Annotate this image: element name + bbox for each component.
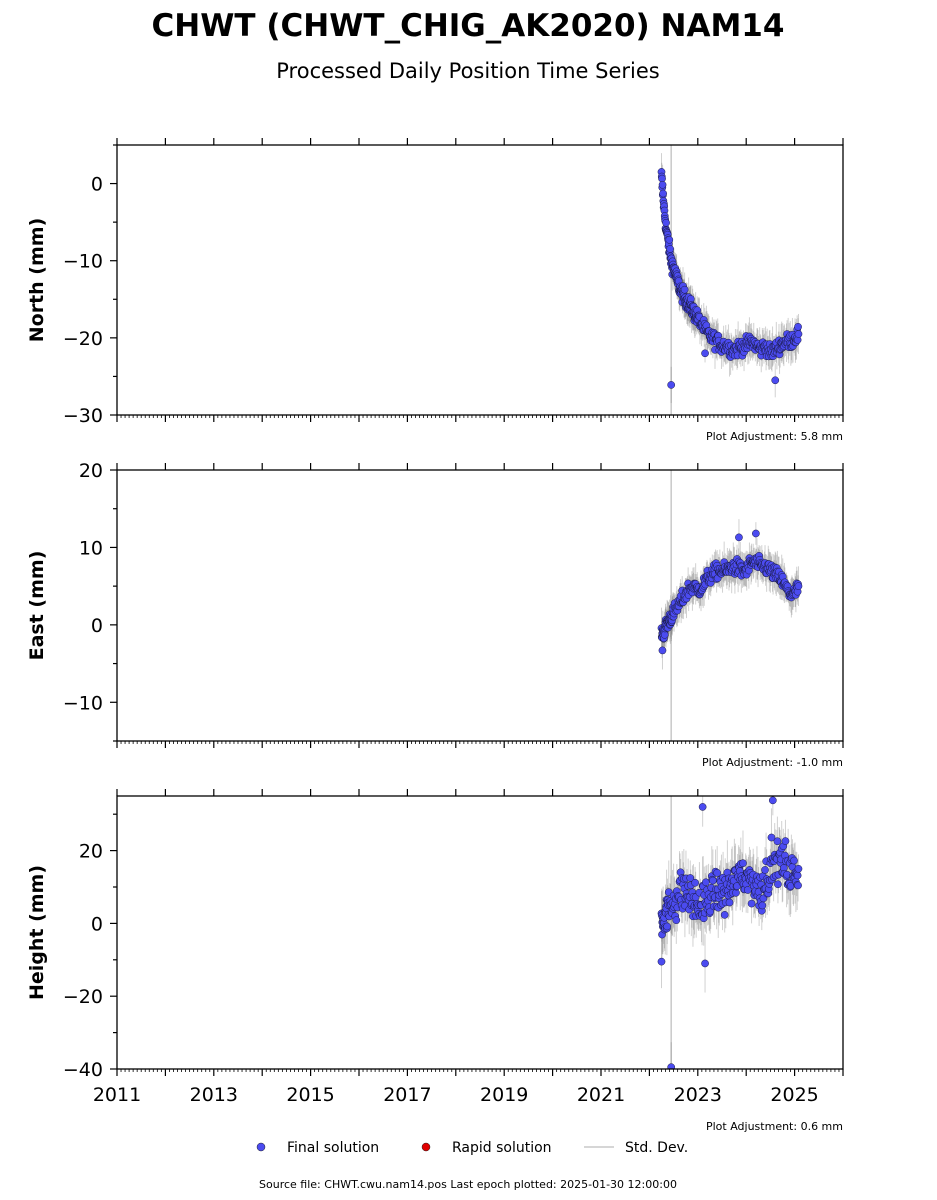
height-x-tick-label: 2011 xyxy=(93,1084,141,1106)
height-data-point xyxy=(691,878,699,887)
east-plot-adjustment: Plot Adjustment: -1.0 mm xyxy=(702,756,843,769)
north-data-point xyxy=(666,245,674,253)
rapid-solution-marker xyxy=(421,1142,431,1152)
east-y-tick-label: 10 xyxy=(79,537,103,559)
height-plot-adjustment: Plot Adjustment: 0.6 mm xyxy=(706,1120,843,1133)
height-data-point xyxy=(725,898,734,907)
height-x-tick-label: 2015 xyxy=(286,1084,334,1106)
height-y-tick-label: −40 xyxy=(63,1059,103,1081)
source-footer: Source file: CHWT.cwu.nam14.pos Last epo… xyxy=(259,1178,677,1191)
height-data-point xyxy=(713,869,722,877)
east-data-point xyxy=(658,646,667,655)
north-frame xyxy=(116,144,844,416)
north-data-point xyxy=(771,376,780,385)
north-data-point xyxy=(659,189,667,198)
height-x-tick-label: 2017 xyxy=(383,1084,431,1106)
height-data-point xyxy=(781,837,790,845)
east-data-point xyxy=(752,529,760,538)
east-y-tick-label: 20 xyxy=(79,460,103,482)
height-data-point xyxy=(739,859,747,868)
north-y-tick-label: −30 xyxy=(63,405,103,427)
height-data-point xyxy=(709,876,717,885)
east-plot-area xyxy=(657,470,803,741)
height-y-tick-label: −20 xyxy=(63,986,103,1008)
legend: Final solution Rapid solution Std. Dev. xyxy=(256,1140,688,1156)
figure-title: CHWT (CHWT_CHIG_AK2020) NAM14 xyxy=(152,8,785,44)
height-data-point xyxy=(701,959,709,968)
height-data-point xyxy=(767,833,776,842)
north-error-bars xyxy=(661,153,799,404)
north-data-point xyxy=(794,322,802,331)
height-data-point xyxy=(793,871,802,880)
north-y-tick-label: −20 xyxy=(63,328,103,350)
height-data-point xyxy=(720,911,729,919)
north-points xyxy=(657,168,803,389)
east-data-point xyxy=(735,533,743,542)
north-y-axis-label: North (mm) xyxy=(26,218,48,343)
height-data-point xyxy=(774,880,782,889)
height-data-point xyxy=(768,796,777,805)
north-data-point xyxy=(701,349,709,358)
height-data-point xyxy=(747,899,756,908)
figure-subtitle: Processed Daily Position Time Series xyxy=(276,59,660,83)
height-x-tick-label: 2019 xyxy=(480,1084,528,1106)
height-data-point xyxy=(758,901,767,910)
height-data-point xyxy=(743,886,752,894)
height-error-bars xyxy=(661,796,799,1069)
final-solution-marker xyxy=(256,1142,266,1152)
east-y-axis-label: East (mm) xyxy=(26,551,48,661)
north-data-point xyxy=(658,180,667,189)
east-data-point xyxy=(794,582,803,590)
height-y-axis-label: Height (mm) xyxy=(26,865,48,1000)
height-data-point xyxy=(794,864,803,873)
height-data-point xyxy=(761,866,769,874)
height-data-point xyxy=(698,803,707,811)
height-panel: 2011 2013 2015 2017 2019 2021 2023 2025 20 0 −20 −4… xyxy=(26,789,844,1133)
north-plot-adjustment: Plot Adjustment: 5.8 mm xyxy=(706,430,843,443)
north-data-point xyxy=(794,330,803,338)
height-data-point xyxy=(794,881,802,890)
height-y-tick-label: 0 xyxy=(91,913,103,935)
north-data-point xyxy=(680,285,689,294)
height-plot-area xyxy=(657,796,803,1069)
height-data-point xyxy=(667,1063,676,1069)
east-y-tick-label: −10 xyxy=(63,692,103,714)
east-y-tick-label: 0 xyxy=(91,615,103,637)
north-y-tick-label: −10 xyxy=(63,251,103,273)
std-dev-label: Std. Dev. xyxy=(625,1140,688,1156)
final-solution-label: Final solution xyxy=(287,1140,379,1156)
height-data-point xyxy=(790,856,798,865)
height-x-tick-label: 2023 xyxy=(674,1084,722,1106)
height-x-tick-label: 2025 xyxy=(770,1084,818,1106)
height-y-tick-label: 20 xyxy=(79,841,103,863)
height-frame xyxy=(116,795,844,1070)
height-x-tick-label: 2021 xyxy=(577,1084,625,1106)
height-x-tick-label: 2013 xyxy=(190,1084,238,1106)
north-panel: 0 −10 −20 −30 North (mm) Plot Adjustment: 5.8… xyxy=(26,138,844,443)
east-frame xyxy=(116,469,844,742)
north-data-point xyxy=(667,381,676,389)
north-y-tick-label: 0 xyxy=(91,174,103,196)
height-data-point xyxy=(672,916,681,925)
height-data-point xyxy=(706,907,715,916)
north-data-point xyxy=(662,218,670,227)
height-data-point xyxy=(773,837,782,846)
height-points xyxy=(657,796,803,1069)
north-data-point xyxy=(665,235,674,244)
height-data-point xyxy=(663,922,671,931)
height-data-point xyxy=(702,878,710,887)
east-points xyxy=(657,529,803,655)
east-panel: 20 10 0 −10 East (mm) Plot Adjustment: -1.0 m… xyxy=(26,460,844,769)
height-data-point xyxy=(657,957,666,966)
rapid-solution-label: Rapid solution xyxy=(452,1140,552,1156)
north-plot-area xyxy=(657,145,803,415)
